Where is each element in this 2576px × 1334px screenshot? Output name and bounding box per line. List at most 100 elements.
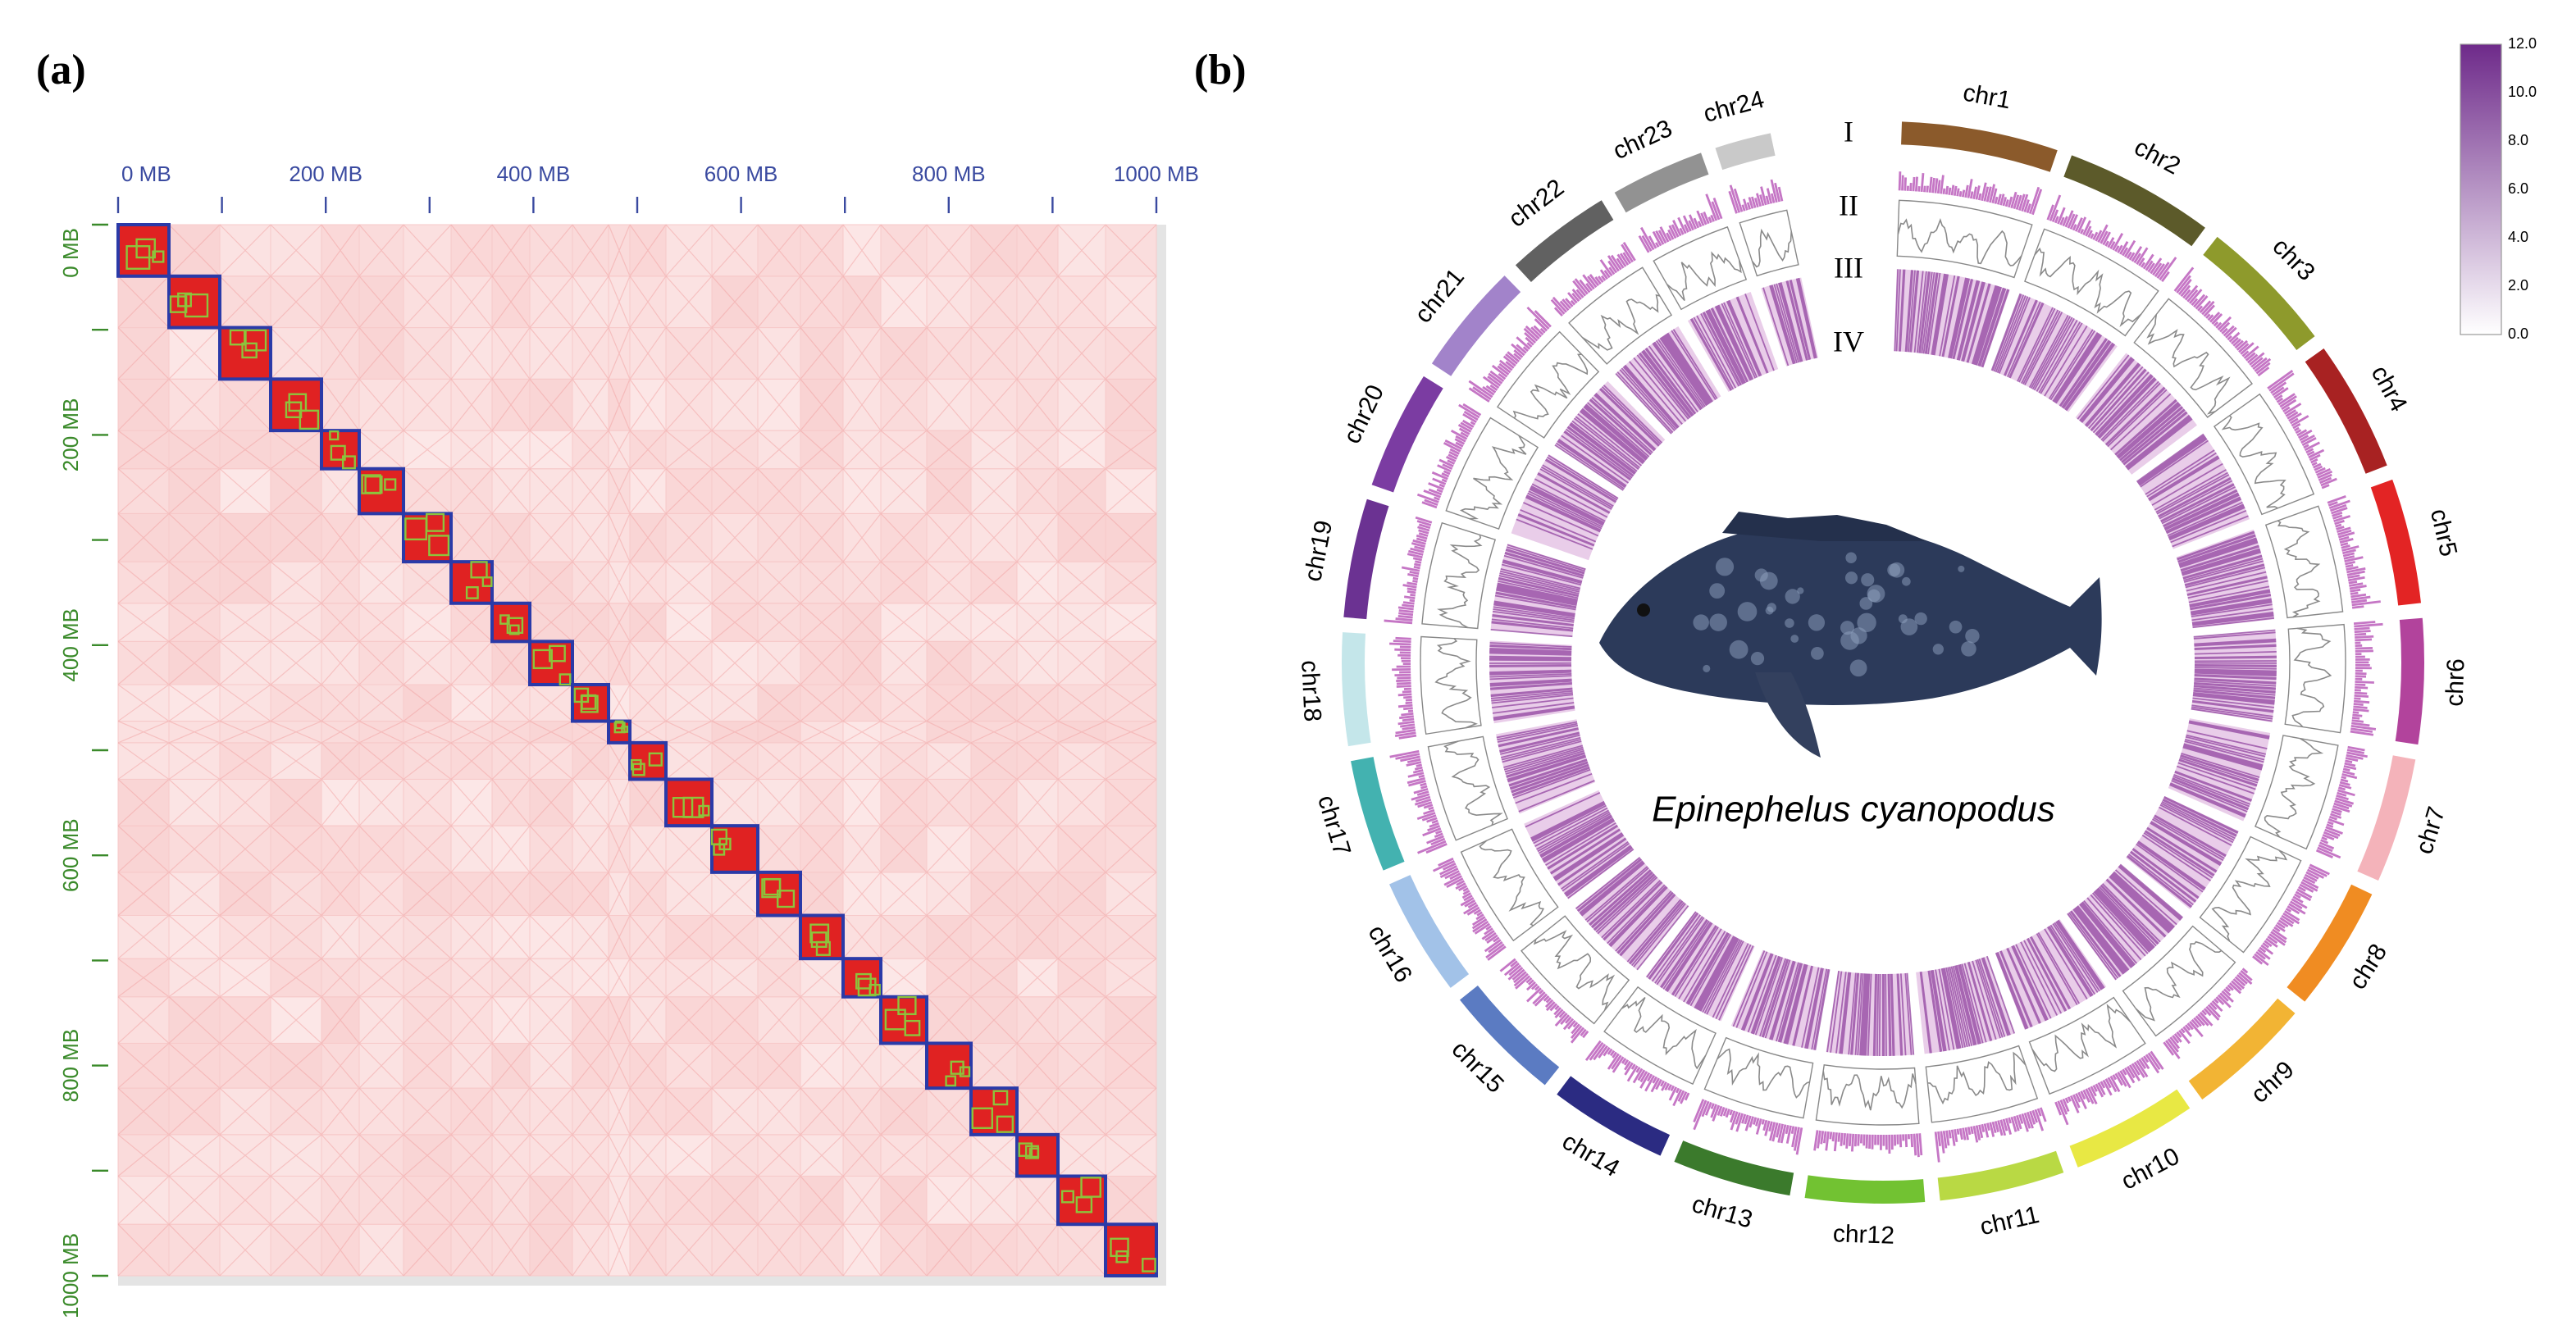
contact-cross	[529, 1176, 573, 1225]
contact-cross	[926, 1176, 972, 1225]
contact-cross	[1057, 996, 1106, 1044]
contact-cross	[880, 872, 928, 916]
contact-cross	[970, 825, 1018, 873]
contact-cross	[403, 1176, 452, 1225]
subdomain	[1142, 1258, 1156, 1273]
contact-cross	[168, 224, 221, 277]
contact-cross	[321, 561, 360, 604]
contact-cross	[1016, 872, 1059, 916]
colorbar-tick-label: 0.0	[2508, 326, 2528, 342]
contact-cross	[970, 512, 1018, 562]
contact-cross	[358, 779, 404, 826]
contact-cross	[608, 1223, 631, 1277]
contact-cross	[842, 779, 882, 826]
fish-spot	[1709, 583, 1726, 599]
density-line	[2146, 314, 2231, 415]
contact-cross	[270, 872, 322, 916]
chromosome-arc	[2203, 236, 2315, 350]
contact-cross	[168, 958, 221, 998]
chromosome-label: chr15	[1447, 1036, 1509, 1098]
contact-cross	[629, 684, 667, 722]
gc-track	[2267, 370, 2337, 489]
fish-eye	[1637, 603, 1650, 617]
contact-cross	[880, 430, 928, 470]
contact-cross	[1016, 561, 1059, 604]
contact-cross	[270, 742, 322, 780]
contact-cross	[1016, 958, 1059, 998]
chromosome-arc	[1351, 757, 1405, 871]
chromosome-arc	[1937, 1150, 2064, 1201]
contact-cross	[403, 1043, 452, 1089]
contact-cross	[450, 603, 493, 642]
contact-cross	[842, 1223, 882, 1277]
contact-cross	[321, 224, 360, 277]
contact-cross	[450, 1134, 493, 1177]
contact-cross	[358, 378, 404, 431]
contact-cross	[842, 721, 882, 744]
fish-spot	[1709, 613, 1727, 631]
fish-spot	[1850, 627, 1867, 644]
contact-cross	[270, 996, 322, 1044]
contact-cross	[880, 684, 928, 722]
colorbar-tick-label: 2.0	[2508, 277, 2528, 294]
contact-cross	[117, 640, 170, 685]
contact-cross	[1105, 958, 1157, 998]
subdomain	[996, 1115, 1014, 1133]
contact-cross	[491, 915, 531, 959]
heat-stripes	[1919, 955, 2016, 1054]
chromosome-label: chr14	[1557, 1127, 1624, 1182]
chromosome-block	[969, 1086, 1019, 1136]
contact-cross	[711, 468, 759, 514]
contact-cross	[608, 224, 631, 277]
contact-cross	[665, 915, 713, 959]
contact-cross	[711, 640, 759, 685]
subdomain	[631, 763, 645, 776]
contact-cross	[358, 275, 404, 328]
contact-cross	[970, 275, 1018, 328]
contact-cross	[491, 825, 531, 873]
fish-spot	[1861, 573, 1875, 587]
subdomain	[761, 878, 782, 899]
contact-cross	[219, 378, 271, 431]
contact-cross	[711, 430, 759, 470]
contact-cross	[321, 872, 360, 916]
contact-cross	[358, 872, 404, 916]
chromosome-label: chr21	[1410, 263, 1470, 328]
contact-cross	[529, 561, 573, 604]
contact-cross	[970, 430, 1018, 470]
contact-cross	[665, 721, 713, 744]
contact-cross	[572, 958, 609, 998]
subdomain	[229, 329, 246, 346]
contact-cross	[1105, 825, 1157, 873]
track-box	[2024, 228, 2159, 337]
fish-spot	[1914, 612, 1927, 626]
contact-cross	[629, 1043, 667, 1089]
chromosome-arc	[1804, 1175, 1926, 1204]
contact-cross	[926, 996, 972, 1044]
contact-cross	[450, 275, 493, 328]
contact-cross	[403, 996, 452, 1044]
contact-cross	[926, 224, 972, 277]
contact-cross	[1057, 779, 1106, 826]
contact-cross	[665, 825, 713, 873]
density-line	[1666, 251, 1742, 302]
contact-cross	[491, 958, 531, 998]
contact-cross	[880, 1223, 928, 1277]
contact-cross	[665, 1043, 713, 1089]
contact-cross	[842, 378, 882, 431]
contact-cross	[270, 958, 322, 998]
x-tick-label: 0 MB	[121, 162, 171, 186]
track-box	[2028, 996, 2146, 1095]
colorbar	[2460, 43, 2502, 335]
heat-stripes	[2126, 795, 2239, 908]
x-tick-label: 1000 MB	[1114, 162, 1199, 186]
contact-cross	[842, 224, 882, 277]
contact-cross	[168, 378, 221, 431]
chromosome-arc	[1715, 133, 1776, 171]
subdomain	[573, 687, 590, 703]
track-box	[2199, 835, 2302, 954]
contact-cross	[1057, 378, 1106, 431]
contact-cross	[1057, 872, 1106, 916]
contact-cross	[1057, 603, 1106, 642]
